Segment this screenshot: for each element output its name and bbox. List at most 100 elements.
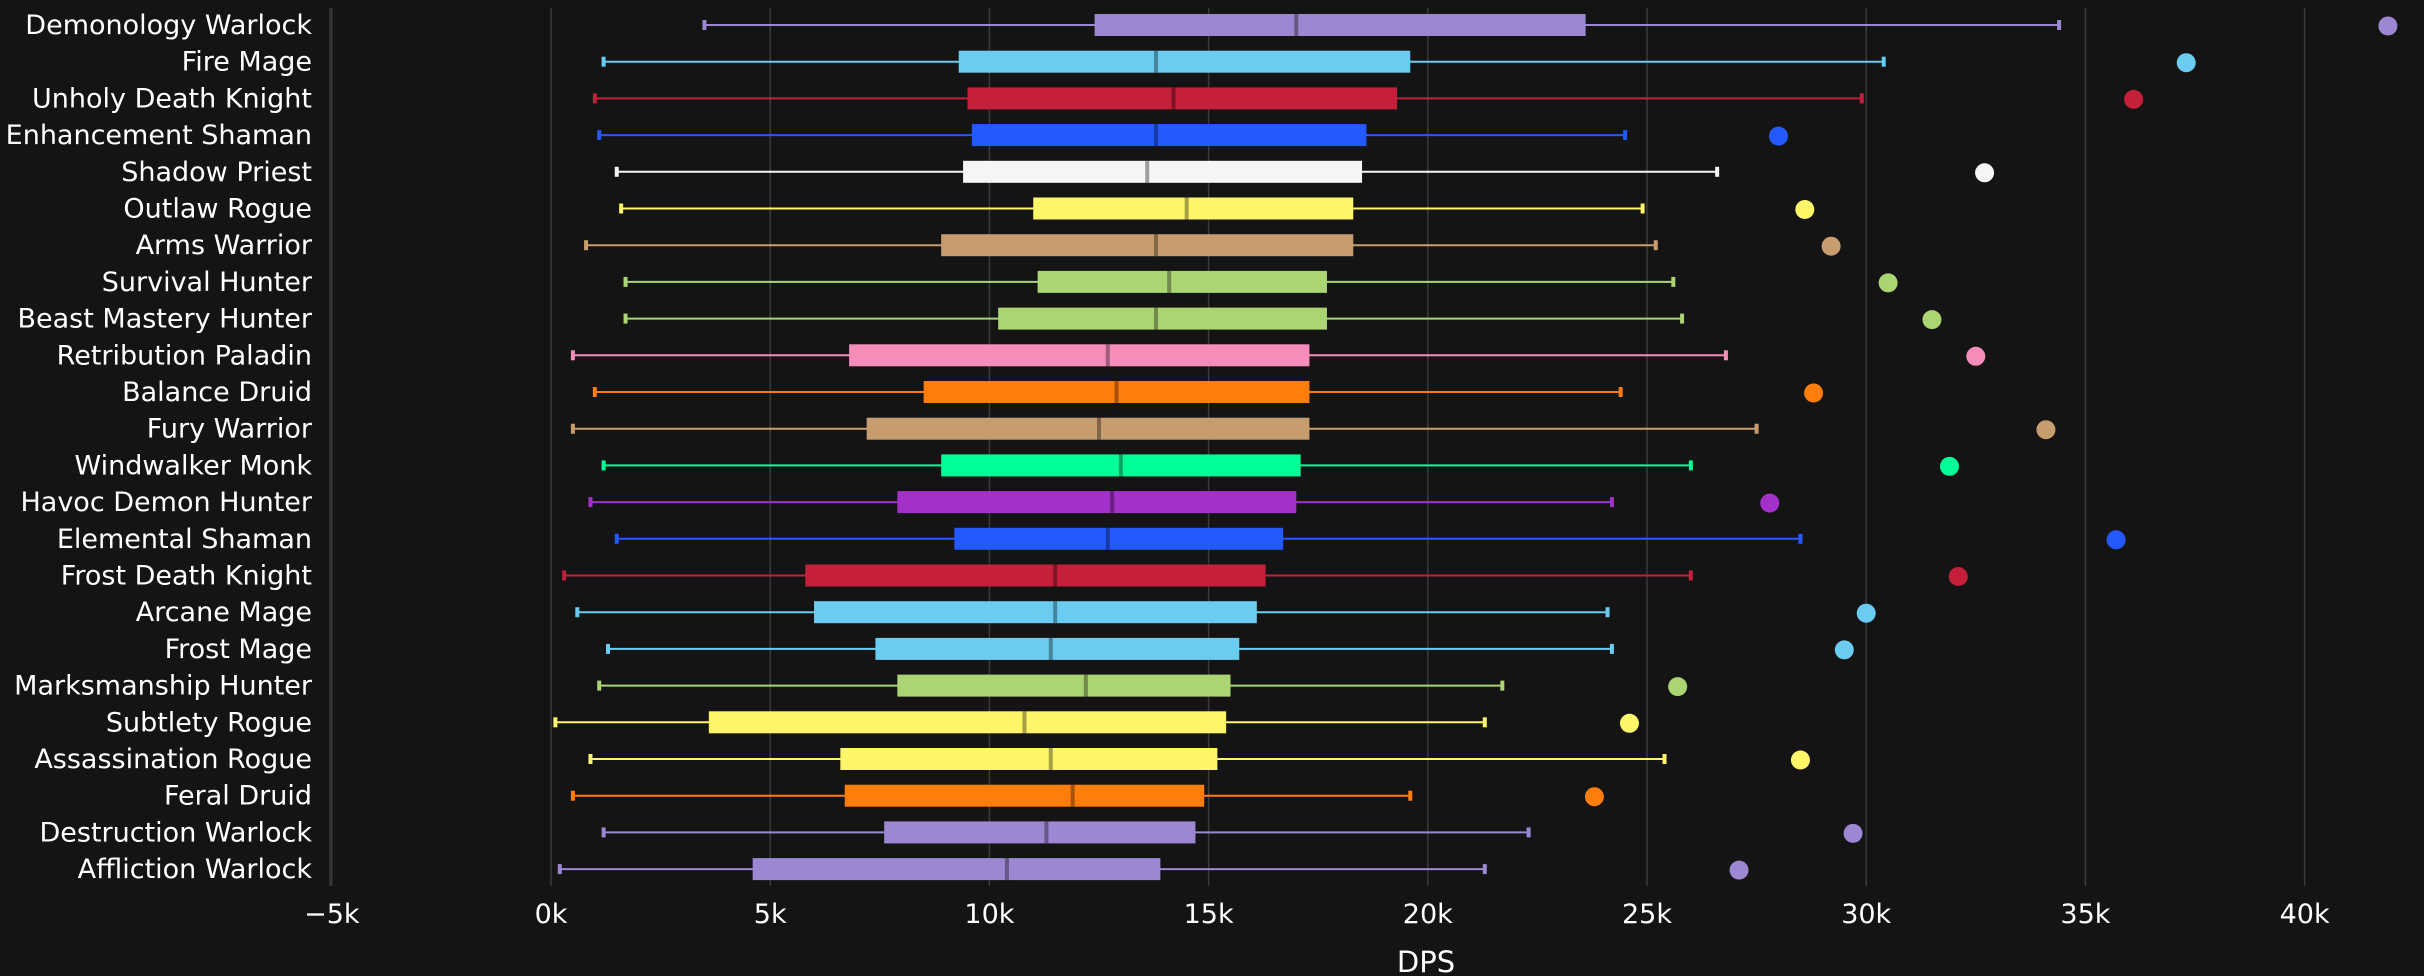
x-tick-label: 15k: [1184, 899, 1234, 930]
outlier-points: [1584, 16, 2398, 880]
category-label: Retribution Paladin: [57, 340, 312, 371]
outlier-point: [1975, 163, 1995, 183]
iqr-box: [923, 381, 1310, 403]
category-label: Subtlety Rogue: [106, 707, 312, 738]
box-item: [601, 50, 1886, 73]
box-item: [570, 784, 1413, 807]
iqr-box: [849, 344, 1310, 367]
category-label: Beast Mastery Hunter: [17, 304, 312, 335]
box-item: [592, 87, 1864, 110]
iqr-box: [844, 784, 1205, 807]
outlier-point: [1834, 640, 1854, 660]
outlier-point: [1878, 273, 1898, 293]
category-label: Assassination Rogue: [34, 744, 312, 775]
x-tick-label: −5k: [304, 899, 360, 930]
category-label: Fury Warrior: [147, 414, 313, 445]
iqr-box: [971, 124, 1367, 147]
x-tick-label: 35k: [2060, 899, 2110, 930]
iqr-box: [897, 491, 1297, 514]
box-item: [623, 307, 1685, 330]
outlier-point: [1790, 750, 1810, 770]
category-label: Shadow Priest: [121, 157, 312, 188]
category-label: Windwalker Monk: [74, 450, 312, 481]
iqr-box: [998, 307, 1327, 330]
box-item: [553, 711, 1487, 734]
x-tick-label: 5k: [754, 899, 787, 930]
iqr-box: [954, 527, 1284, 550]
category-label: Outlaw Rogue: [123, 194, 312, 225]
category-axis: Demonology Warlock Fire Mage Unholy Death …: [6, 8, 331, 886]
outlier-point: [1619, 713, 1639, 733]
iqr-box: [941, 454, 1301, 477]
category-label: Havoc Demon Hunter: [20, 487, 312, 518]
box-item: [614, 527, 1803, 550]
x-axis-title: DPS: [1397, 945, 1455, 976]
category-label: Affliction Warlock: [78, 854, 313, 885]
outlier-point: [1948, 567, 1968, 586]
box-item: [584, 234, 1658, 257]
outlier-point: [1584, 787, 1604, 807]
box-item: [588, 491, 1614, 514]
category-label: Arms Warrior: [136, 230, 313, 261]
box-item: [557, 858, 1487, 881]
box-item: [601, 821, 1531, 844]
outlier-point: [1939, 456, 1959, 476]
outlier-point: [2378, 16, 2398, 36]
iqr-box: [963, 160, 1363, 183]
outlier-point: [1966, 346, 1986, 366]
outlier-point: [1668, 677, 1688, 697]
iqr-box: [752, 858, 1161, 881]
outlier-point: [2124, 89, 2144, 109]
box-item: [575, 601, 1610, 624]
iqr-box: [840, 748, 1218, 770]
x-tick-label: 25k: [1622, 899, 1672, 930]
iqr-box: [814, 601, 1257, 624]
box-item: [601, 454, 1693, 477]
box-item: [619, 197, 1645, 220]
outlier-point: [2036, 420, 2056, 440]
iqr-box: [884, 821, 1196, 844]
outlier-point: [1922, 310, 1942, 330]
category-label: Frost Death Knight: [61, 561, 312, 592]
outlier-point: [1795, 200, 1815, 219]
iqr-box: [875, 637, 1240, 660]
box-item: [702, 14, 2062, 36]
iqr-box: [1033, 197, 1354, 220]
x-tick-label: 0k: [535, 899, 568, 930]
iqr-box: [708, 711, 1227, 734]
box-item: [597, 674, 1505, 697]
box-item: [623, 270, 1676, 293]
iqr-box: [866, 417, 1310, 440]
category-label: Fire Mage: [182, 47, 312, 78]
category-label: Balance Druid: [122, 377, 312, 408]
iqr-box: [805, 564, 1266, 587]
iqr-box: [967, 87, 1398, 110]
iqr-box: [897, 674, 1231, 697]
box-item: [570, 417, 1759, 440]
category-label: Demonology Warlock: [25, 10, 312, 41]
category-label: Elemental Shaman: [57, 524, 312, 555]
category-label: Survival Hunter: [102, 267, 313, 298]
x-tick-label: 40k: [2280, 899, 2330, 930]
category-label: Arcane Mage: [136, 597, 312, 628]
box-item: [562, 564, 1693, 587]
box-item: [614, 160, 1720, 183]
iqr-box: [941, 234, 1354, 257]
outlier-point: [1821, 236, 1841, 256]
iqr-box: [1094, 14, 1586, 36]
box-item: [605, 637, 1614, 660]
x-tick-label: 10k: [964, 899, 1014, 930]
category-label: Marksmanship Hunter: [14, 671, 313, 702]
box-item: [597, 124, 1628, 147]
outlier-point: [1760, 493, 1780, 513]
box-item: [570, 344, 1728, 367]
iqr-box: [1037, 270, 1327, 293]
box-item: [592, 381, 1623, 403]
outlier-point: [1769, 126, 1789, 146]
box-series: [553, 14, 2062, 881]
iqr-box: [958, 50, 1411, 73]
outlier-point: [1804, 383, 1824, 403]
category-label: Destruction Warlock: [39, 817, 312, 848]
